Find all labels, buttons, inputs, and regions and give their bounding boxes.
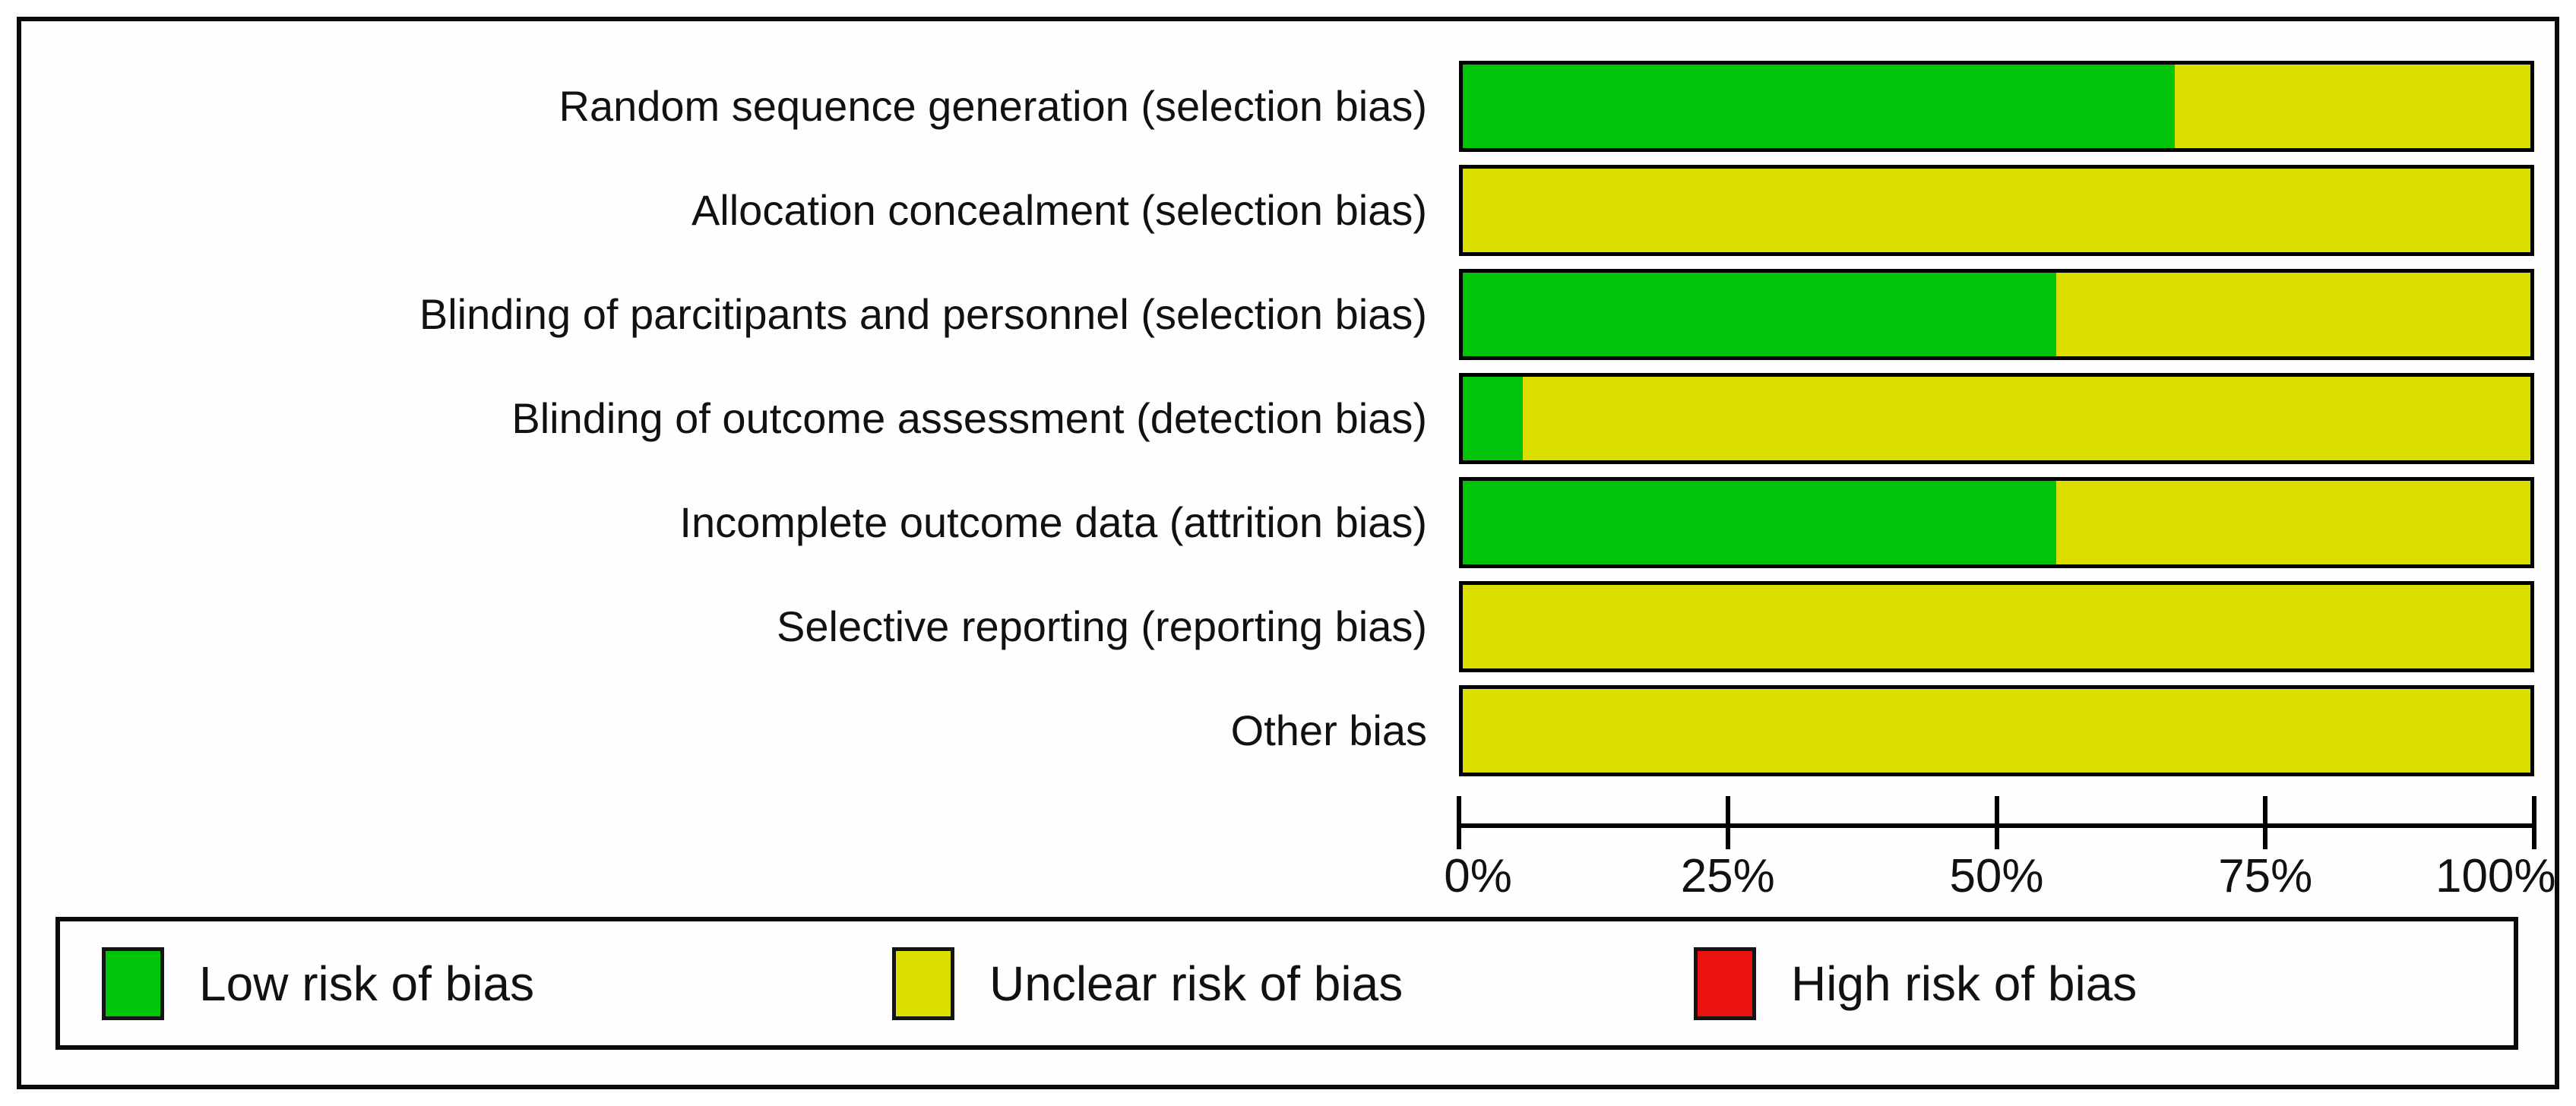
chart-row: Blinding of outcome assessment (detectio…	[0, 373, 2576, 464]
chart-row: Random sequence generation (selection bi…	[0, 61, 2576, 152]
stacked-bar	[1459, 165, 2534, 256]
category-label: Incomplete outcome data (attrition bias)	[679, 498, 1427, 546]
axis-tick-label: 25%	[1680, 850, 1775, 902]
stacked-bar	[1459, 269, 2534, 360]
axis-tick	[1994, 796, 1999, 849]
axis-tick	[2263, 796, 2268, 849]
bar-segment-unclear-risk-of-bias	[2056, 481, 2530, 564]
legend: Low risk of bias Unclear risk of bias High…	[55, 917, 2518, 1050]
bar-segment-unclear-risk-of-bias	[1463, 689, 2530, 773]
axis-tick-label: 0%	[1444, 850, 1512, 902]
axis-tick	[1725, 796, 1730, 849]
axis-tick	[1457, 796, 1461, 849]
legend-swatch-low-risk-of-bias	[102, 946, 164, 1020]
bar-segment-unclear-risk-of-bias	[2056, 273, 2530, 356]
stacked-bar	[1459, 581, 2534, 672]
legend-item-high-risk-of-bias: High risk of bias	[1694, 921, 2137, 1045]
legend-swatch-unclear-risk-of-bias	[892, 946, 954, 1020]
chart-row: Incomplete outcome data (attrition bias)	[0, 477, 2576, 568]
category-label: Other bias	[1230, 706, 1427, 754]
axis-tick-label: 75%	[2218, 850, 2313, 902]
stacked-bar	[1459, 685, 2534, 776]
legend-item-low-risk-of-bias: Low risk of bias	[102, 921, 534, 1045]
legend-label: Low risk of bias	[199, 956, 535, 1011]
category-label: Blinding of outcome assessment (detectio…	[511, 394, 1427, 442]
legend-label: Unclear risk of bias	[989, 956, 1404, 1011]
category-label: Selective reporting (reporting bias)	[777, 602, 1427, 650]
bar-segment-low-risk-of-bias	[1463, 481, 2057, 564]
bar-segment-low-risk-of-bias	[1463, 377, 1523, 460]
chart-row: Other bias	[0, 685, 2576, 776]
axis-tick-label: 50%	[1949, 850, 2044, 902]
x-axis: 0% 25% 50% 75% 100%	[1444, 775, 2556, 904]
legend-label: High risk of bias	[1791, 956, 2138, 1011]
bar-segment-unclear-risk-of-bias	[2175, 65, 2530, 148]
bar-segment-low-risk-of-bias	[1463, 65, 2176, 148]
axis-tick-label: 100%	[2435, 850, 2556, 902]
bar-segment-unclear-risk-of-bias	[1522, 377, 2530, 460]
category-label: Blinding of parcitipants and personnel (…	[419, 290, 1427, 338]
bar-segment-unclear-risk-of-bias	[1463, 169, 2530, 252]
chart-row: Selective reporting (reporting bias)	[0, 581, 2576, 672]
chart-row: Allocation concealment (selection bias)	[0, 165, 2576, 256]
axis-tick	[2532, 796, 2536, 849]
bar-segment-unclear-risk-of-bias	[1463, 585, 2530, 668]
legend-swatch-high-risk-of-bias	[1694, 946, 1756, 1020]
category-label: Random sequence generation (selection bi…	[559, 82, 1427, 130]
stacked-bar	[1459, 477, 2534, 568]
bar-segment-low-risk-of-bias	[1463, 273, 2057, 356]
legend-item-unclear-risk-of-bias: Unclear risk of bias	[892, 921, 1403, 1045]
category-label: Allocation concealment (selection bias)	[691, 186, 1427, 234]
chart-row: Blinding of parcitipants and personnel (…	[0, 269, 2576, 360]
stacked-bar	[1459, 373, 2534, 464]
stacked-bar	[1459, 61, 2534, 152]
